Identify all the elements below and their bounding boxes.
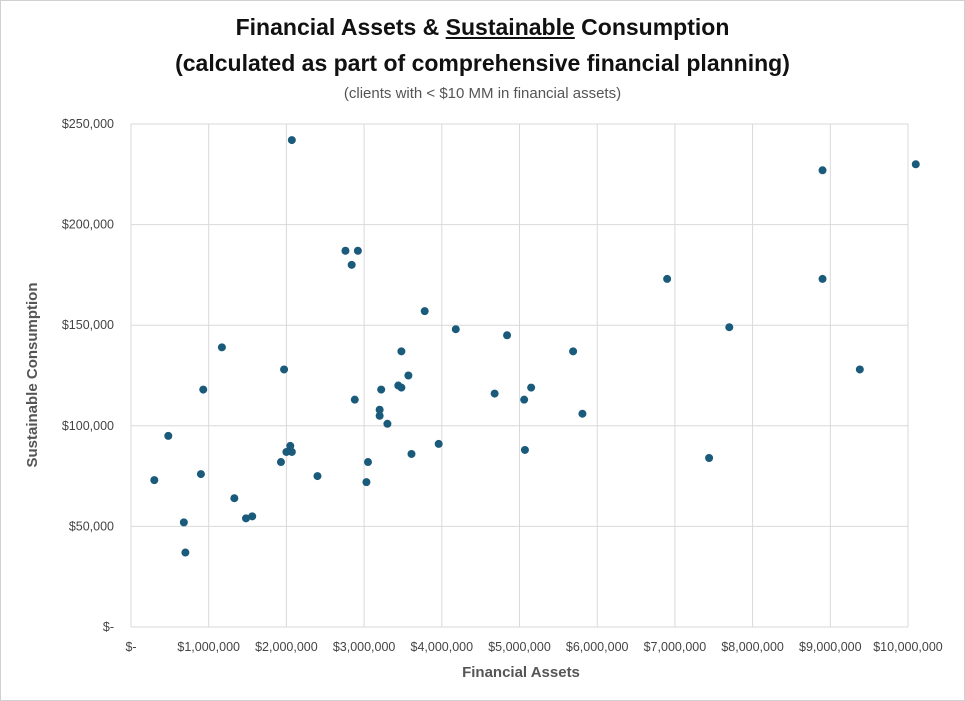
data-point — [217, 343, 226, 352]
data-point — [434, 439, 443, 448]
x-axis-label: Financial Assets — [462, 664, 580, 681]
chart-title-underlined-word: Sustainable — [445, 14, 575, 40]
x-tick-label: $7,000,000 — [644, 640, 707, 654]
y-tick-label: $150,000 — [62, 318, 114, 332]
x-tick-label: $9,000,000 — [799, 640, 862, 654]
data-point — [397, 347, 406, 356]
x-tick-label: $3,000,000 — [333, 640, 396, 654]
data-point — [397, 383, 406, 392]
data-point — [663, 274, 672, 283]
y-tick-label: $50,000 — [69, 519, 114, 533]
data-point — [490, 389, 499, 398]
data-point — [287, 136, 296, 145]
data-point — [503, 331, 512, 340]
x-tick-label: $2,000,000 — [255, 640, 318, 654]
x-tick-label: $- — [125, 640, 136, 654]
data-point — [347, 260, 356, 269]
data-point — [362, 478, 371, 487]
data-point — [520, 445, 529, 454]
data-point — [179, 518, 188, 527]
data-point — [287, 447, 296, 456]
data-point — [911, 160, 920, 169]
data-point — [313, 472, 322, 481]
data-point — [350, 395, 359, 404]
data-point — [855, 365, 864, 374]
y-axis-label: Sustainable Consumption — [24, 282, 41, 467]
x-tick-label: $6,000,000 — [566, 640, 629, 654]
x-tick-label: $4,000,000 — [411, 640, 474, 654]
data-point — [280, 365, 289, 374]
data-point — [276, 458, 285, 467]
data-point — [725, 323, 734, 332]
y-tick-label: $250,000 — [62, 117, 114, 131]
data-point — [363, 458, 372, 467]
y-tick-label: $100,000 — [62, 419, 114, 433]
data-point — [341, 246, 350, 255]
data-point — [407, 449, 416, 458]
data-point — [377, 385, 386, 394]
data-point — [451, 325, 460, 334]
data-point — [241, 514, 250, 523]
data-point — [375, 405, 384, 414]
gridlines — [130, 123, 909, 628]
data-point — [818, 274, 827, 283]
x-axis-ticks: $- $1,000,000 $2,000,000 $3,000,000 $4,000,0… — [125, 640, 942, 654]
data-point — [199, 385, 208, 394]
data-point — [196, 470, 205, 479]
data-point — [383, 419, 392, 428]
y-tick-label: $- — [103, 620, 114, 634]
data-points — [150, 136, 920, 557]
x-tick-label: $8,000,000 — [721, 640, 784, 654]
data-point — [420, 307, 429, 316]
y-axis-ticks: $- $50,000 $100,000 $150,000 $200,000 $250,00… — [62, 117, 114, 634]
data-point — [375, 411, 384, 420]
chart-title-line-2: (calculated as part of comprehensive fin… — [175, 50, 790, 76]
chart-subtitle: (clients with < $10 MM in financial asse… — [343, 85, 622, 102]
data-point — [230, 494, 239, 503]
x-tick-label: $5,000,000 — [488, 640, 551, 654]
data-point — [181, 548, 190, 557]
data-point — [286, 441, 295, 450]
data-point — [164, 431, 173, 440]
data-point — [569, 347, 578, 356]
y-tick-label: $200,000 — [62, 218, 114, 232]
data-point — [527, 383, 536, 392]
data-point — [705, 453, 714, 462]
data-point — [404, 371, 413, 380]
data-point — [353, 246, 362, 255]
x-tick-label: $1,000,000 — [177, 640, 240, 654]
data-point — [150, 476, 159, 485]
data-point — [520, 395, 529, 404]
x-tick-label: $10,000,000 — [873, 640, 943, 654]
data-point — [818, 166, 827, 175]
data-point — [248, 512, 257, 521]
data-point — [578, 409, 587, 418]
chart-title-line-1: Financial Assets & Sustainable Consumpti… — [235, 14, 730, 40]
